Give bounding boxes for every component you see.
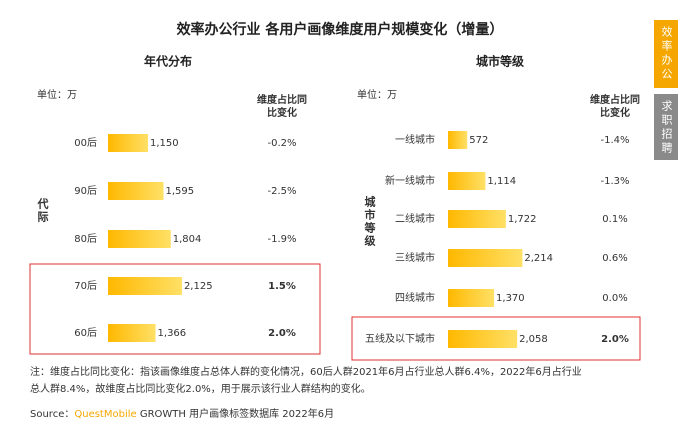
bar (448, 330, 518, 348)
value-label: 2,058 (519, 334, 548, 345)
change-label: -1.3% (600, 176, 629, 187)
value-label: 1,804 (173, 234, 202, 245)
change-header: 维度占比同 (257, 93, 307, 106)
category-label: 新一线城市 (385, 174, 435, 187)
highlight-box (29, 263, 321, 355)
highlight-box (351, 316, 641, 361)
change-label: -1.9% (267, 234, 296, 245)
tab[interactable] (654, 94, 678, 160)
value-label: 1,366 (158, 328, 187, 339)
change-label: 0.0% (602, 293, 627, 304)
bar (448, 172, 486, 190)
category-label: 90后 (74, 185, 97, 197)
bar (108, 182, 164, 200)
category-label: 一线城市 (395, 133, 435, 146)
change-label: 2.0% (601, 334, 629, 345)
change-label: -1.4% (600, 135, 629, 146)
category-label: 五线及以下城市 (365, 332, 435, 345)
value-label: 2,125 (184, 281, 213, 292)
bar (108, 134, 149, 152)
category-label: 四线城市 (395, 291, 435, 304)
change-label: -2.5% (267, 186, 296, 197)
bar (108, 230, 171, 248)
value-label: 572 (469, 135, 488, 146)
category-label: 二线城市 (395, 212, 435, 225)
source-prefix: Source： (30, 409, 74, 420)
bar (448, 210, 506, 228)
chart-title: 年代分布 (144, 54, 192, 69)
tab-label[interactable]: 求职招聘 (660, 100, 673, 156)
change-label: 0.6% (602, 253, 627, 264)
change-label: 0.1% (602, 214, 627, 225)
value-label: 2,214 (524, 253, 553, 264)
category-label: 80后 (74, 233, 97, 245)
change-label: -0.2% (267, 138, 296, 149)
value-label: 1,370 (496, 293, 525, 304)
chart-title: 城市等级 (476, 54, 524, 69)
note: 注：维度占比同比变化：指该画像维度占总体人群的变化情况，60后人群2021年6月… (30, 365, 582, 378)
value-label: 1,114 (487, 176, 516, 187)
unit-label: 单位：万 (357, 88, 397, 101)
category-label: 60后 (74, 327, 97, 339)
tab[interactable] (654, 20, 678, 88)
source-rest: GROWTH 用户画像标签数据库 2022年6月 (137, 407, 334, 420)
bar (448, 131, 468, 149)
source: Source：QuestMobile GROWTH 用户画像标签数据库 2022… (30, 407, 334, 420)
change-label: 2.0% (268, 328, 296, 339)
value-label: 1,150 (150, 138, 179, 149)
bar (108, 324, 156, 342)
unit-label: 单位：万 (37, 88, 77, 101)
source-brand: QuestMobile (74, 409, 136, 420)
bar (448, 249, 523, 267)
tab-label[interactable]: 效率办公 (660, 25, 673, 82)
change-header: 维度占比同 (590, 93, 640, 106)
category-label: 三线城市 (395, 251, 435, 264)
value-label: 1,595 (166, 186, 195, 197)
axis-label: 城市等级 (363, 195, 377, 248)
category-label: 00后 (74, 137, 97, 149)
title: 效率办公行业 各用户画像维度用户规模变化（增量） (177, 21, 504, 38)
axis-label: 代际 (36, 197, 50, 224)
note: 总人群8.4%，故维度占比同比变化2.0%，用于展示该行业人群结构的变化。 (30, 382, 371, 395)
category-label: 70后 (74, 280, 97, 292)
change-header: 比变化 (600, 106, 630, 119)
bar (108, 277, 182, 295)
value-label: 1,722 (508, 214, 537, 225)
change-header: 比变化 (267, 106, 297, 119)
bar (448, 289, 495, 307)
change-label: 1.5% (268, 281, 296, 292)
